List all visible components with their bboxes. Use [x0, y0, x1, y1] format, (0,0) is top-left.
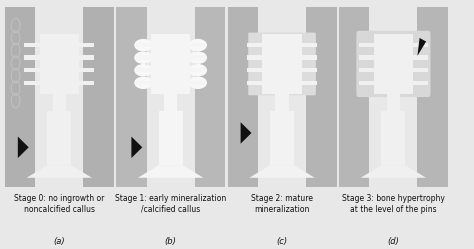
Bar: [374, 34, 413, 94]
Bar: [190, 56, 206, 60]
Text: (b): (b): [164, 237, 177, 246]
Bar: [301, 56, 317, 60]
Text: (d): (d): [387, 237, 400, 246]
Bar: [136, 43, 151, 47]
Bar: [53, 94, 66, 112]
Polygon shape: [18, 136, 29, 158]
Bar: [24, 56, 40, 60]
Bar: [339, 7, 369, 187]
Bar: [151, 34, 190, 94]
Bar: [306, 7, 337, 187]
Bar: [382, 112, 405, 165]
Bar: [275, 94, 289, 112]
Polygon shape: [418, 38, 426, 56]
Bar: [24, 80, 40, 85]
Bar: [358, 80, 374, 85]
Bar: [413, 80, 428, 85]
Ellipse shape: [189, 39, 207, 51]
Bar: [247, 43, 263, 47]
Bar: [301, 80, 317, 85]
Bar: [358, 68, 374, 72]
Bar: [413, 43, 428, 47]
Bar: [413, 68, 428, 72]
Bar: [79, 80, 94, 85]
Bar: [270, 112, 294, 165]
Bar: [136, 56, 151, 60]
Bar: [413, 56, 428, 60]
Bar: [263, 34, 301, 94]
Ellipse shape: [134, 64, 153, 76]
Ellipse shape: [189, 51, 207, 64]
Bar: [83, 7, 114, 187]
Bar: [387, 94, 400, 112]
Bar: [5, 7, 35, 187]
Bar: [301, 68, 317, 72]
Text: Stage 3: bone hypertrophy
at the level of the pins: Stage 3: bone hypertrophy at the level o…: [342, 194, 445, 214]
Polygon shape: [361, 165, 426, 178]
Text: Stage 2: mature
mineralization: Stage 2: mature mineralization: [251, 194, 313, 214]
Polygon shape: [131, 136, 142, 158]
Polygon shape: [249, 165, 315, 178]
Polygon shape: [138, 165, 203, 178]
Bar: [47, 112, 71, 165]
Ellipse shape: [134, 76, 153, 89]
Text: Stage 0: no ingrowth or
noncalcified callus: Stage 0: no ingrowth or noncalcified cal…: [14, 194, 104, 214]
Ellipse shape: [189, 64, 207, 76]
Bar: [24, 43, 40, 47]
Bar: [79, 56, 94, 60]
Bar: [159, 112, 182, 165]
Bar: [358, 43, 374, 47]
FancyBboxPatch shape: [248, 33, 316, 95]
Ellipse shape: [134, 51, 153, 64]
Bar: [190, 43, 206, 47]
Bar: [247, 56, 263, 60]
Bar: [228, 7, 258, 187]
Bar: [301, 43, 317, 47]
Bar: [136, 80, 151, 85]
Bar: [79, 68, 94, 72]
Ellipse shape: [134, 39, 153, 51]
Text: (a): (a): [54, 237, 65, 246]
Bar: [190, 68, 206, 72]
Text: Stage 1: early mineralization
/calcified callus: Stage 1: early mineralization /calcified…: [115, 194, 226, 214]
FancyBboxPatch shape: [356, 31, 430, 97]
Bar: [418, 7, 448, 187]
Polygon shape: [27, 165, 92, 178]
Text: (c): (c): [276, 237, 288, 246]
Bar: [358, 56, 374, 60]
Ellipse shape: [189, 76, 207, 89]
Bar: [190, 80, 206, 85]
Bar: [40, 34, 79, 94]
Bar: [195, 7, 225, 187]
Bar: [247, 68, 263, 72]
Bar: [247, 80, 263, 85]
Bar: [79, 43, 94, 47]
Bar: [136, 68, 151, 72]
Polygon shape: [241, 122, 252, 144]
Bar: [164, 94, 177, 112]
Bar: [24, 68, 40, 72]
Bar: [116, 7, 146, 187]
